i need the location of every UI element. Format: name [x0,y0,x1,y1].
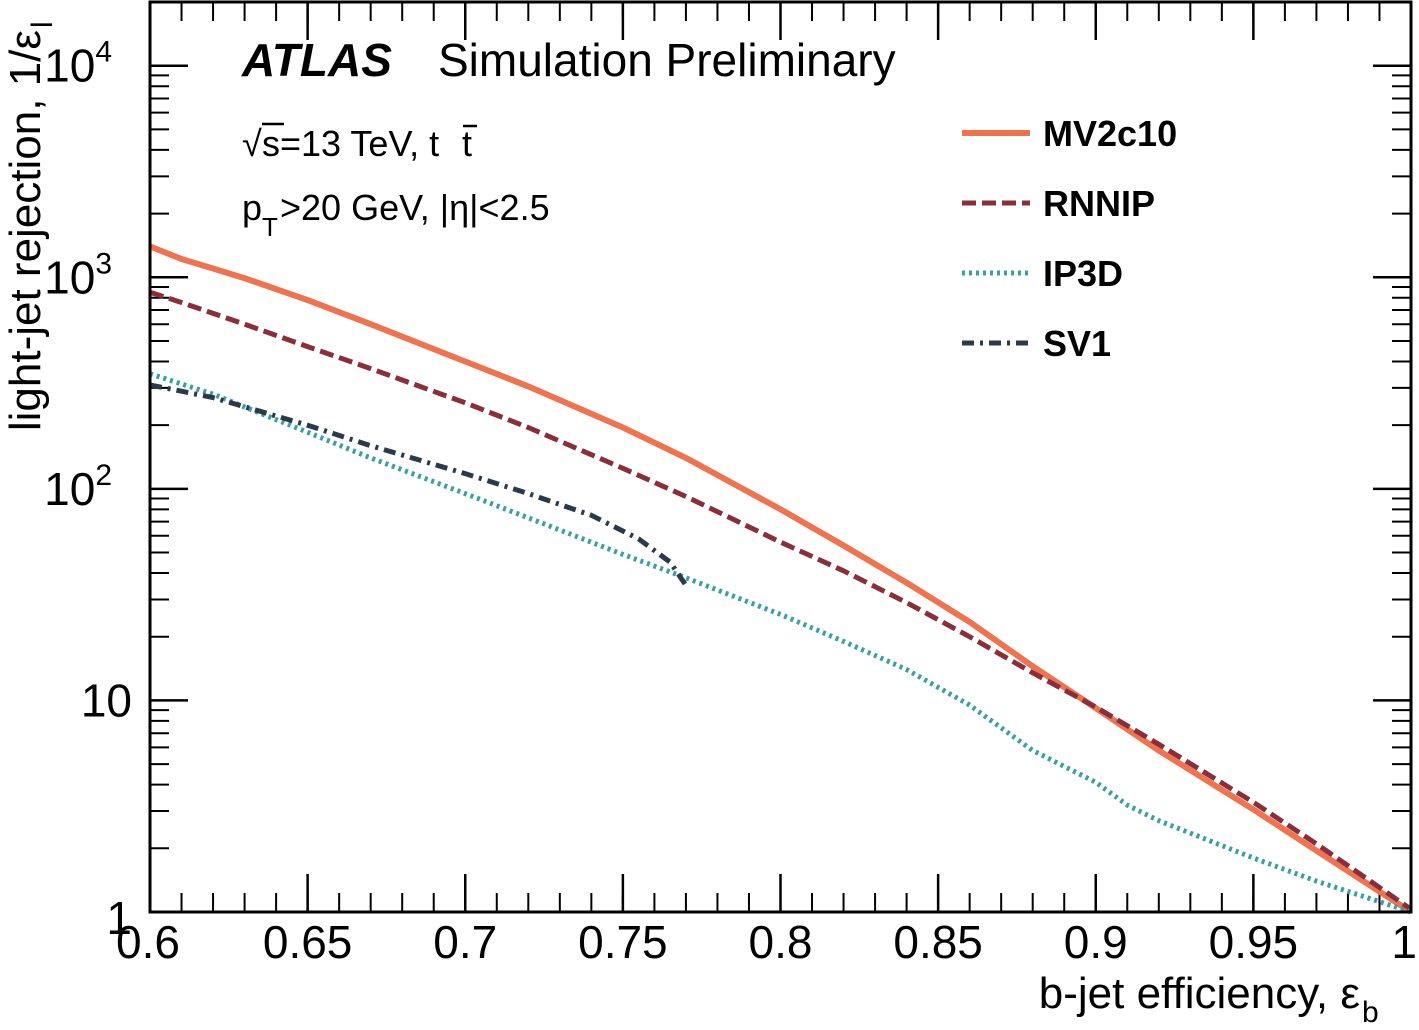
x-axis-subscript: b [1362,996,1379,1029]
x-tick-label: 1 [1391,916,1417,968]
axis-ticks [148,1,1413,914]
y-tick-label: 103 [44,247,112,303]
series-line-mv2c10 [148,243,1413,915]
cuts-p: p [242,187,262,228]
x-tick-label: 0.75 [578,916,668,968]
legend-label-mv2c10: MV2c10 [1043,113,1177,154]
plot-frame [148,0,1413,914]
x-tick-label: 0.65 [263,916,353,968]
legend-label-sv1: SV1 [1043,323,1111,364]
x-axis-label: b-jet efficiency, ε [1039,969,1360,1018]
chart-subtitle: Simulation Preliminary [438,34,896,86]
cuts-subscript: T [262,212,278,242]
y-tick-label: 102 [44,459,112,515]
energy-annotation: s=13 TeV, t [262,123,439,164]
experiment-label: ATLAS [241,34,392,86]
x-tick-label: 0.6 [116,916,180,968]
y-tick-label: 104 [44,36,112,92]
y-axis-label: light-jet rejection, 1/ε [1,30,50,431]
series-layer [148,243,1413,915]
series-line-sv1 [149,382,688,587]
tick-labels: 0.6 0.65 0.7 0.75 0.8 0.85 0.9 0.95 1 1 10 102 103 10… [44,36,1417,968]
x-tick-label: 0.85 [893,916,983,968]
x-axis-title: b-jet efficiency, ε b [1039,969,1379,1029]
legend: MV2c10 RNNIP IP3D SV1 [962,113,1177,364]
sqrt-symbol: √ [242,123,262,164]
legend-label-rnnip: RNNIP [1043,183,1155,224]
x-tick-label: 0.9 [1064,916,1128,968]
y-tick-label: 10 [81,674,132,726]
x-tick-label: 0.95 [1209,916,1299,968]
tbar-annotation: t [462,123,472,164]
y-axis-subscript: l [26,21,59,28]
cuts-annotation: >20 GeV, |η|<2.5 [280,187,550,228]
legend-label-ip3d: IP3D [1043,253,1123,294]
y-tick-label: 1 [106,892,132,944]
x-tick-label: 0.7 [433,916,497,968]
series-line-ip3d [149,371,1412,915]
x-tick-label: 0.8 [749,916,813,968]
series-line-rnnip [149,289,1413,912]
y-axis-title: light-jet rejection, 1/ε l [1,21,59,431]
